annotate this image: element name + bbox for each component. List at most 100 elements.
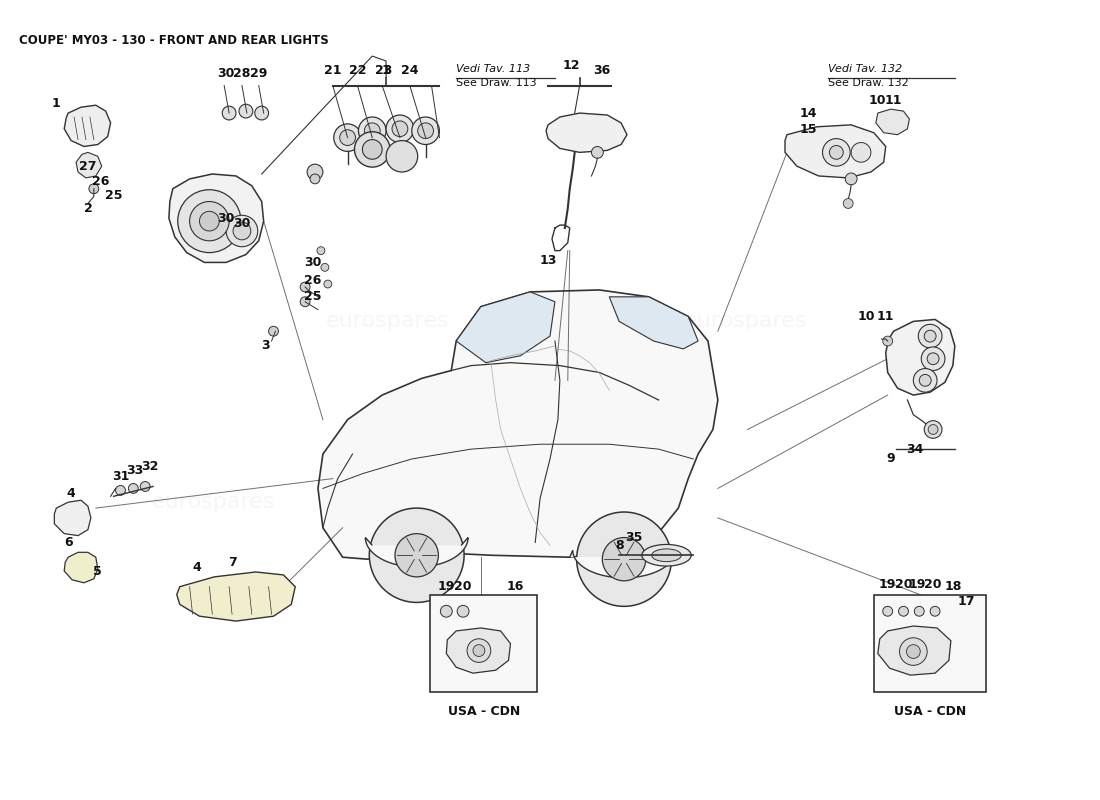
Circle shape — [359, 117, 386, 145]
Text: eurospares: eurospares — [326, 311, 449, 331]
Polygon shape — [570, 550, 679, 578]
Circle shape — [927, 353, 939, 365]
Polygon shape — [177, 572, 295, 621]
Text: 34: 34 — [906, 442, 924, 456]
Text: 16: 16 — [507, 580, 524, 594]
Text: 30: 30 — [233, 217, 251, 230]
Polygon shape — [76, 152, 101, 178]
Text: See Draw. 113: See Draw. 113 — [456, 78, 537, 88]
Circle shape — [920, 374, 931, 386]
Circle shape — [222, 106, 236, 120]
Circle shape — [392, 121, 408, 137]
Circle shape — [899, 606, 909, 616]
Text: 23: 23 — [375, 64, 393, 78]
Circle shape — [300, 282, 310, 292]
FancyBboxPatch shape — [429, 594, 537, 692]
Circle shape — [473, 645, 485, 657]
Circle shape — [239, 104, 253, 118]
Polygon shape — [878, 626, 950, 675]
Circle shape — [931, 606, 940, 616]
Text: 28: 28 — [233, 67, 251, 80]
Text: 20: 20 — [454, 580, 472, 594]
Text: USA - CDN: USA - CDN — [448, 705, 520, 718]
Circle shape — [900, 638, 927, 666]
Text: 22: 22 — [349, 64, 366, 78]
Text: 30: 30 — [218, 67, 234, 80]
Circle shape — [199, 211, 219, 231]
Circle shape — [395, 534, 439, 577]
Circle shape — [321, 263, 329, 271]
Text: USA - CDN: USA - CDN — [894, 705, 966, 718]
Circle shape — [268, 326, 278, 336]
Polygon shape — [546, 113, 627, 152]
Circle shape — [882, 336, 892, 346]
Polygon shape — [886, 319, 955, 395]
Polygon shape — [456, 292, 554, 362]
Text: 5: 5 — [94, 566, 102, 578]
Text: Vedi Tav. 132: Vedi Tav. 132 — [828, 64, 903, 74]
Text: 19: 19 — [438, 580, 455, 594]
Circle shape — [823, 138, 850, 166]
Text: 36: 36 — [593, 64, 611, 78]
Circle shape — [829, 146, 844, 159]
Text: COUPE' MY03 - 130 - FRONT AND REAR LIGHTS: COUPE' MY03 - 130 - FRONT AND REAR LIGHT… — [19, 34, 329, 47]
Circle shape — [255, 106, 268, 120]
Text: 12: 12 — [563, 59, 581, 73]
Circle shape — [458, 606, 469, 617]
Circle shape — [906, 645, 921, 658]
Circle shape — [89, 184, 99, 194]
Text: 29: 29 — [250, 67, 267, 80]
Text: 25: 25 — [305, 290, 322, 303]
Polygon shape — [54, 500, 91, 536]
Text: 32: 32 — [142, 460, 158, 474]
Text: 27: 27 — [79, 160, 97, 173]
Circle shape — [189, 202, 229, 241]
Polygon shape — [169, 174, 264, 262]
Circle shape — [227, 215, 257, 246]
Circle shape — [440, 606, 452, 617]
Text: 2: 2 — [84, 202, 92, 215]
Circle shape — [913, 369, 937, 392]
Circle shape — [918, 324, 942, 348]
Text: 20: 20 — [894, 578, 912, 591]
Text: 19: 19 — [879, 578, 896, 591]
Circle shape — [468, 638, 491, 662]
Circle shape — [370, 508, 464, 602]
Circle shape — [307, 164, 323, 180]
Circle shape — [116, 486, 125, 495]
Text: 33: 33 — [126, 464, 144, 478]
Ellipse shape — [651, 549, 681, 562]
Circle shape — [140, 482, 150, 491]
Circle shape — [882, 606, 892, 616]
Text: 11: 11 — [877, 310, 894, 323]
Circle shape — [317, 246, 324, 254]
Text: 10: 10 — [857, 310, 874, 323]
Text: 15: 15 — [800, 123, 817, 136]
Polygon shape — [64, 552, 98, 582]
Text: 35: 35 — [625, 531, 642, 544]
Text: 9: 9 — [887, 453, 895, 466]
Circle shape — [851, 142, 871, 162]
Polygon shape — [785, 125, 886, 178]
Text: Vedi Tav. 113: Vedi Tav. 113 — [456, 64, 530, 74]
Circle shape — [354, 132, 390, 167]
FancyBboxPatch shape — [873, 594, 987, 692]
Text: 30: 30 — [218, 212, 234, 225]
Text: 20: 20 — [924, 578, 942, 591]
Circle shape — [576, 512, 671, 606]
Polygon shape — [365, 538, 468, 567]
Text: 14: 14 — [800, 106, 817, 119]
Circle shape — [411, 117, 439, 145]
Circle shape — [386, 115, 414, 142]
Text: 4: 4 — [192, 561, 201, 574]
Text: 18: 18 — [944, 580, 961, 594]
Circle shape — [364, 123, 381, 138]
Circle shape — [418, 123, 433, 138]
Circle shape — [922, 347, 945, 370]
Text: 24: 24 — [402, 64, 418, 78]
Circle shape — [924, 421, 942, 438]
Text: 21: 21 — [324, 64, 341, 78]
Text: 1: 1 — [52, 97, 60, 110]
Circle shape — [928, 425, 938, 434]
Circle shape — [844, 198, 854, 208]
